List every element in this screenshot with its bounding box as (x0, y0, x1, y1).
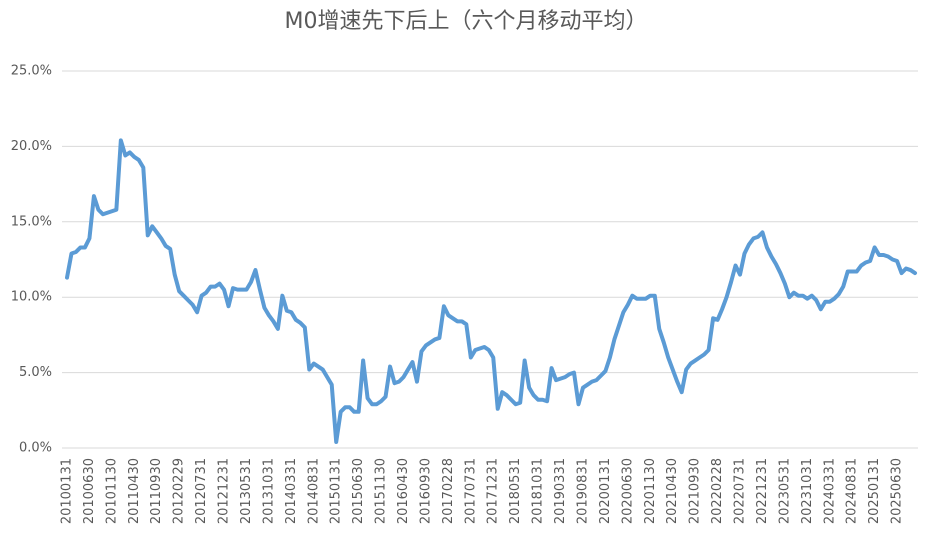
x-tick-label: 20221231 (755, 458, 770, 524)
x-tick-label: 20170731 (463, 458, 478, 524)
x-tick-label: 20200630 (620, 458, 635, 524)
x-tick-label: 20240331 (822, 458, 837, 524)
series-line (65, 138, 917, 444)
x-tick-label: 20110930 (149, 458, 164, 524)
x-tick-label: 20160430 (396, 458, 411, 524)
x-tick-label: 20100630 (82, 458, 97, 524)
chart-title: M0增速先下后上（六个月移动平均） (285, 9, 648, 34)
x-tick-label: 20101130 (104, 458, 119, 524)
x-tick-label: 20200131 (598, 458, 613, 524)
x-tick-label: 20210430 (665, 458, 680, 524)
y-tick-label: 15.0% (11, 214, 52, 229)
x-tick-label: 20210930 (688, 458, 703, 524)
x-tick-label: 20120229 (172, 458, 187, 524)
x-tick-label: 20250630 (890, 458, 905, 524)
x-tick-label: 20230531 (777, 458, 792, 524)
x-tick-label: 20190331 (553, 458, 568, 524)
x-tick-label: 20150630 (351, 458, 366, 524)
x-tick-label: 20220228 (710, 458, 725, 524)
x-tick-label: 20130531 (239, 458, 254, 524)
x-tick-label: 20171231 (486, 458, 501, 524)
y-tick-label: 5.0% (19, 365, 52, 380)
x-tick-label: 20140331 (284, 458, 299, 524)
x-tick-label: 20181031 (531, 458, 546, 524)
x-tick-label: 20190831 (575, 458, 590, 524)
x-tick-label: 20120731 (194, 458, 209, 524)
x-tick-label: 20150131 (329, 458, 344, 524)
x-tick-label: 20121231 (217, 458, 232, 524)
x-tick-label: 20250131 (867, 458, 882, 524)
x-tick-label: 20151130 (374, 458, 389, 524)
x-tick-label: 20160930 (418, 458, 433, 524)
y-tick-label: 20.0% (11, 139, 52, 154)
x-tick-label: 20201130 (643, 458, 658, 524)
y-tick-label: 0.0% (19, 441, 52, 456)
y-tick-label: 25.0% (11, 64, 52, 79)
x-tick-label: 20180531 (508, 458, 523, 524)
x-tick-label: 20131031 (261, 458, 276, 524)
x-tick-label: 20220731 (733, 458, 748, 524)
x-tick-label: 20170228 (441, 458, 456, 524)
x-tick-label: 20240831 (845, 458, 860, 524)
y-tick-label: 10.0% (11, 290, 52, 305)
x-tick-label: 20110430 (127, 458, 142, 524)
x-tick-label: 20231031 (800, 458, 815, 524)
x-tick-label: 20140831 (306, 458, 321, 524)
x-tick-label: 20100131 (60, 458, 75, 524)
